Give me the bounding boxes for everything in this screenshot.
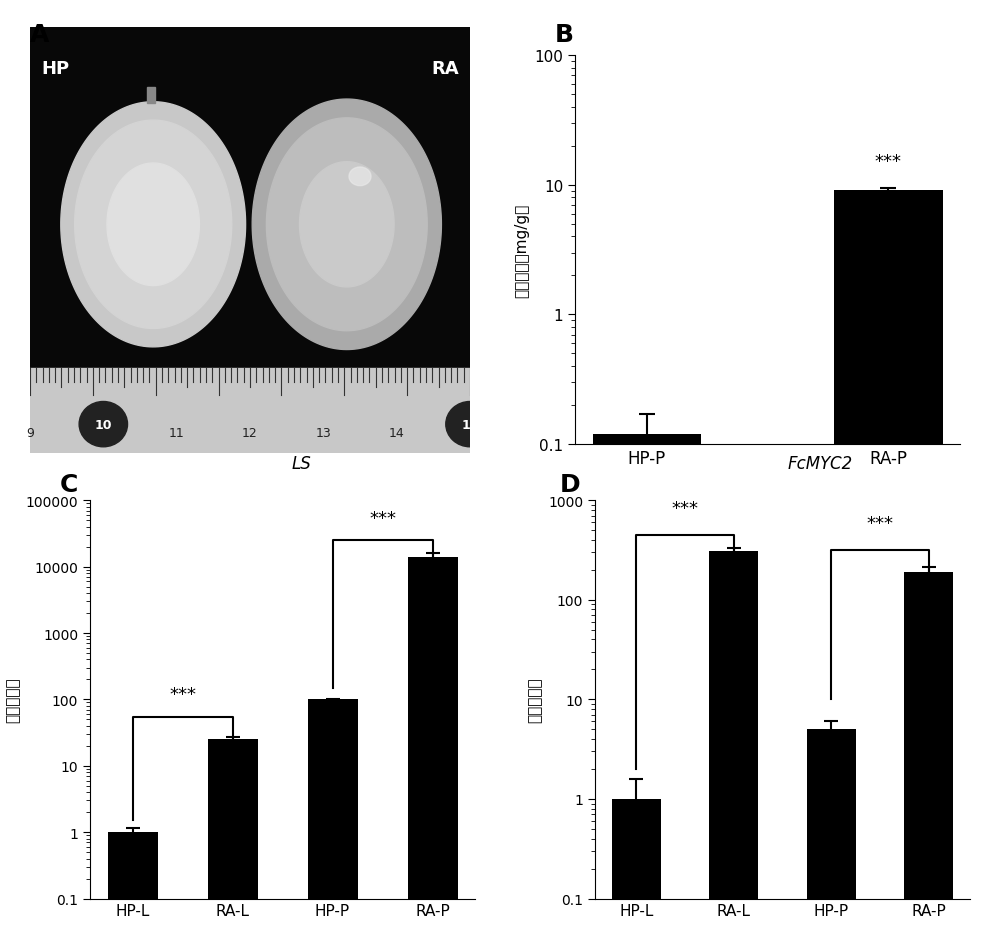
Text: ***: ***	[866, 515, 893, 533]
Bar	[208, 739, 258, 936]
Text: A: A	[30, 23, 49, 48]
Bar	[612, 799, 661, 936]
Polygon shape	[61, 103, 246, 347]
Text: B: B	[555, 23, 574, 48]
Ellipse shape	[446, 402, 494, 447]
Ellipse shape	[349, 168, 371, 186]
Y-axis label: 相对表达量: 相对表达量	[528, 677, 543, 723]
Polygon shape	[300, 163, 394, 287]
Text: RA: RA	[431, 60, 459, 78]
Bar	[108, 832, 158, 936]
Text: 12: 12	[242, 426, 258, 439]
Text: 10: 10	[95, 418, 112, 431]
Bar	[807, 729, 856, 936]
Text: FcMYC2: FcMYC2	[787, 455, 853, 473]
Text: ***: ***	[672, 500, 699, 518]
Bar	[408, 557, 458, 936]
Bar	[30, 369, 470, 454]
Polygon shape	[75, 121, 232, 329]
Text: ***: ***	[169, 685, 196, 703]
Bar	[147, 88, 155, 104]
Text: 14: 14	[389, 426, 405, 439]
Y-axis label: 相对表达量: 相对表达量	[5, 677, 20, 723]
Text: ***: ***	[875, 153, 902, 171]
Text: 9: 9	[26, 426, 34, 439]
Polygon shape	[266, 119, 427, 331]
Text: C: C	[60, 473, 78, 497]
Y-axis label: 精油含量（mg/g）: 精油含量（mg/g）	[514, 203, 529, 298]
Bar	[904, 573, 953, 936]
Bar	[834, 190, 942, 936]
Text: 15: 15	[461, 418, 479, 431]
Text: 11: 11	[169, 426, 185, 439]
Polygon shape	[252, 100, 441, 350]
Ellipse shape	[79, 402, 128, 447]
Polygon shape	[107, 164, 199, 286]
Bar	[592, 434, 701, 936]
Bar	[308, 700, 358, 936]
Text: ***: ***	[369, 509, 396, 527]
Bar	[709, 551, 758, 936]
Text: 13: 13	[315, 426, 331, 439]
Text: D: D	[560, 473, 581, 497]
Text: HP: HP	[41, 60, 69, 78]
Text: LS: LS	[292, 455, 312, 473]
